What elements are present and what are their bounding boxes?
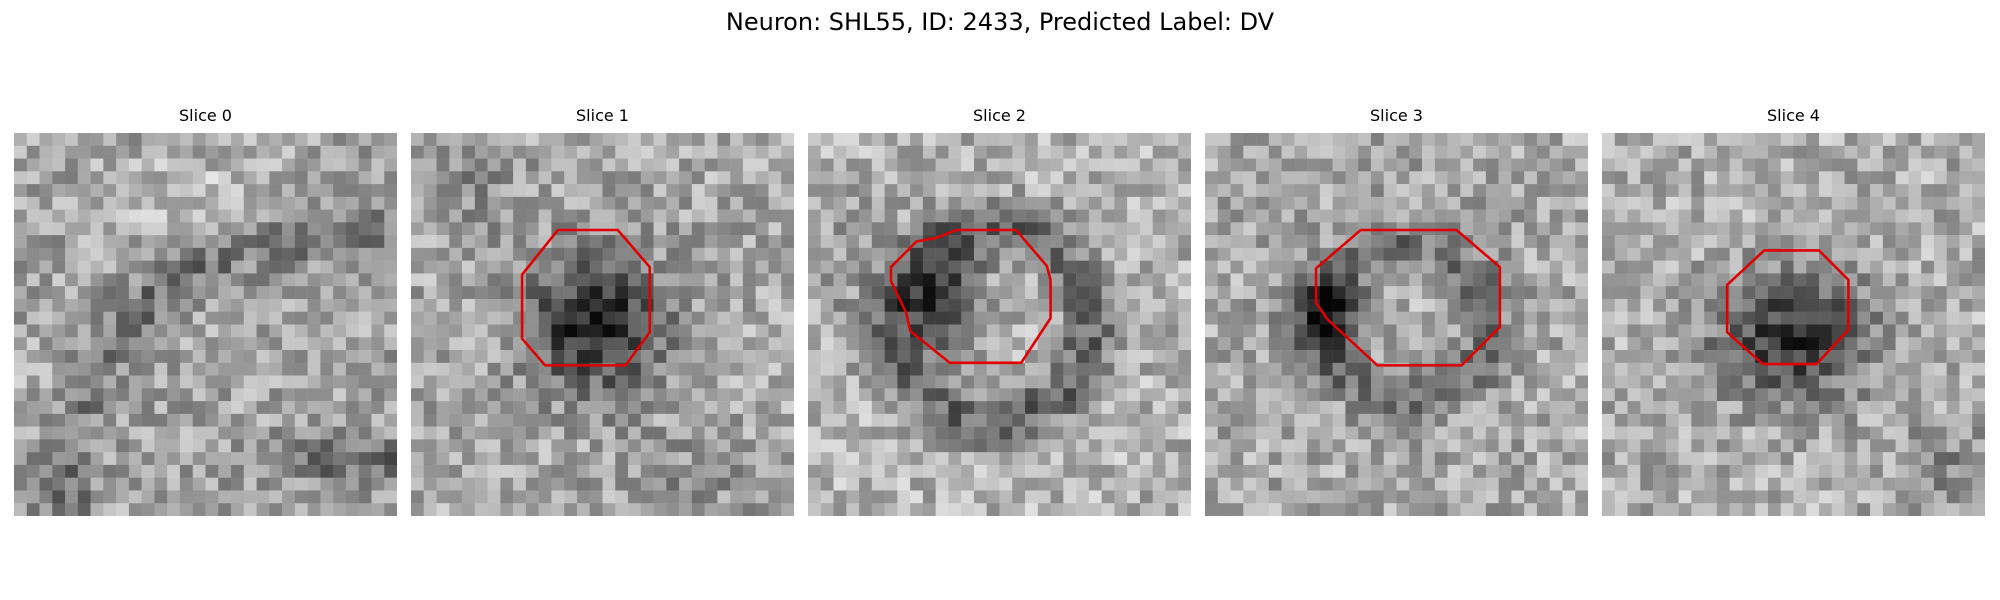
slice-title: Slice 1 [576, 106, 629, 125]
slice-image [411, 133, 794, 516]
neuron-contour [889, 228, 1052, 365]
slice-image [14, 133, 397, 516]
slice-image [1602, 133, 1985, 516]
slice-panel-1: Slice 1 [411, 106, 794, 516]
slice-panel-3: Slice 3 [1205, 106, 1588, 516]
neuron-contour [1314, 228, 1502, 367]
neuron-contour [520, 228, 652, 367]
slice-panel-4: Slice 4 [1602, 106, 1985, 516]
slice-panel-2: Slice 2 [808, 106, 1191, 516]
slice-title: Slice 2 [973, 106, 1026, 125]
slice-title: Slice 4 [1767, 106, 1820, 125]
slice-title: Slice 3 [1370, 106, 1423, 125]
slice-image [808, 133, 1191, 516]
figure-title: Neuron: SHL55, ID: 2433, Predicted Label… [725, 8, 1275, 36]
slice-title: Slice 0 [179, 106, 232, 125]
slice-panel-0: Slice 0 [14, 106, 397, 516]
slice-image [1205, 133, 1588, 516]
neuron-contour [1725, 249, 1850, 366]
